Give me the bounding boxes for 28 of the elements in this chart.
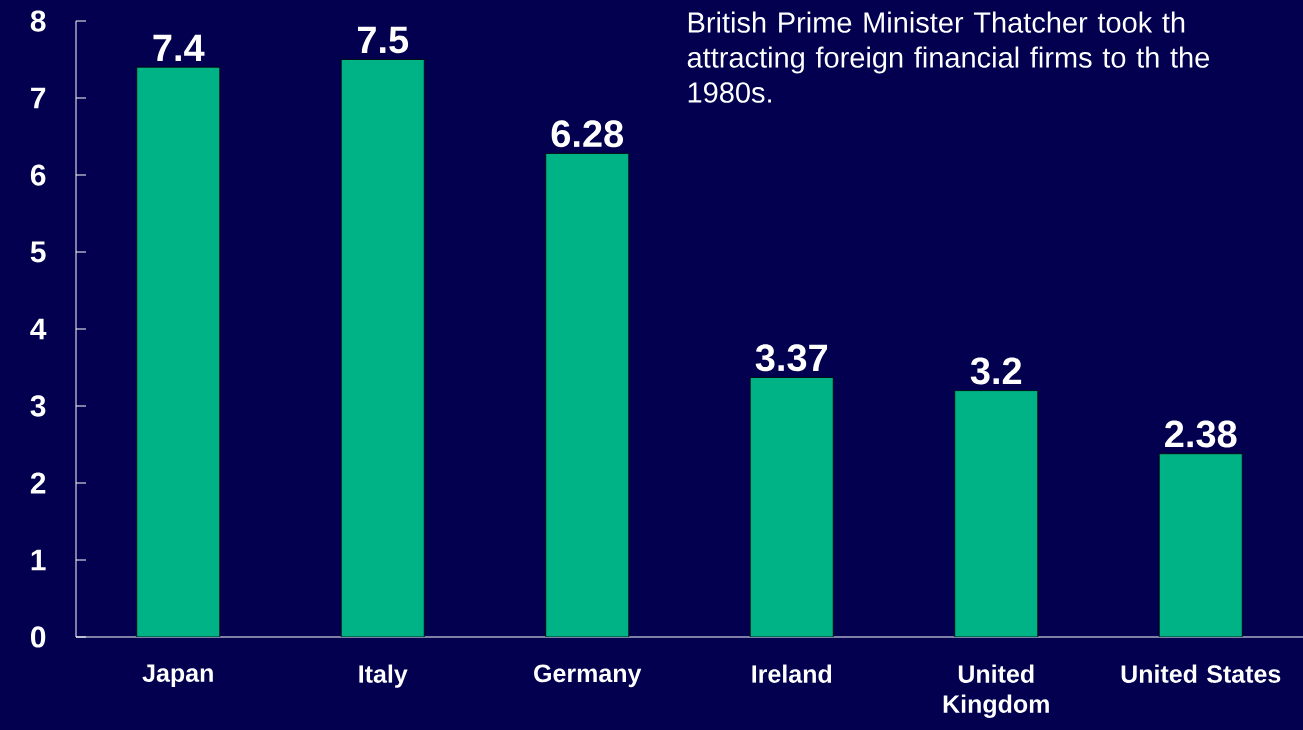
annotation: British Prime Minister Thatcher took th attracting foreign financial firms to th the 1980s.	[687, 11, 1210, 103]
x-tick-label: Japan	[142, 664, 213, 687]
data-label: 3.2	[970, 357, 1022, 385]
y-tick-label: 1	[31, 549, 46, 571]
y-tick-label: 3	[30, 395, 46, 417]
data-label: 7.5	[357, 26, 409, 54]
bar	[340, 59, 425, 637]
y-tick-label: 5	[30, 241, 46, 263]
y-tick-label: 4	[30, 318, 47, 340]
data-label: 3.37	[755, 344, 828, 372]
x-tick-label: United States	[1121, 664, 1281, 683]
bar	[749, 377, 834, 637]
y-tick-label: 0	[30, 626, 46, 648]
bar	[954, 390, 1039, 637]
bar	[1158, 453, 1243, 637]
bar	[545, 153, 630, 637]
data-label: 7.4	[153, 34, 205, 61]
data-label: 6.28	[551, 120, 624, 148]
y-tick-label: 6	[30, 164, 46, 186]
data-label: 2.38	[1165, 420, 1237, 448]
x-tick-label: Ireland	[752, 664, 832, 683]
x-tick-label: Germany	[534, 664, 642, 688]
y-tick-label: 7	[31, 87, 46, 109]
x-tick-label: United Kingdom	[943, 664, 1049, 718]
y-tick-label: 2	[30, 472, 46, 494]
bar	[136, 66, 221, 637]
y-tick-label: 8	[30, 10, 46, 32]
x-tick-label: Italy	[359, 664, 408, 688]
